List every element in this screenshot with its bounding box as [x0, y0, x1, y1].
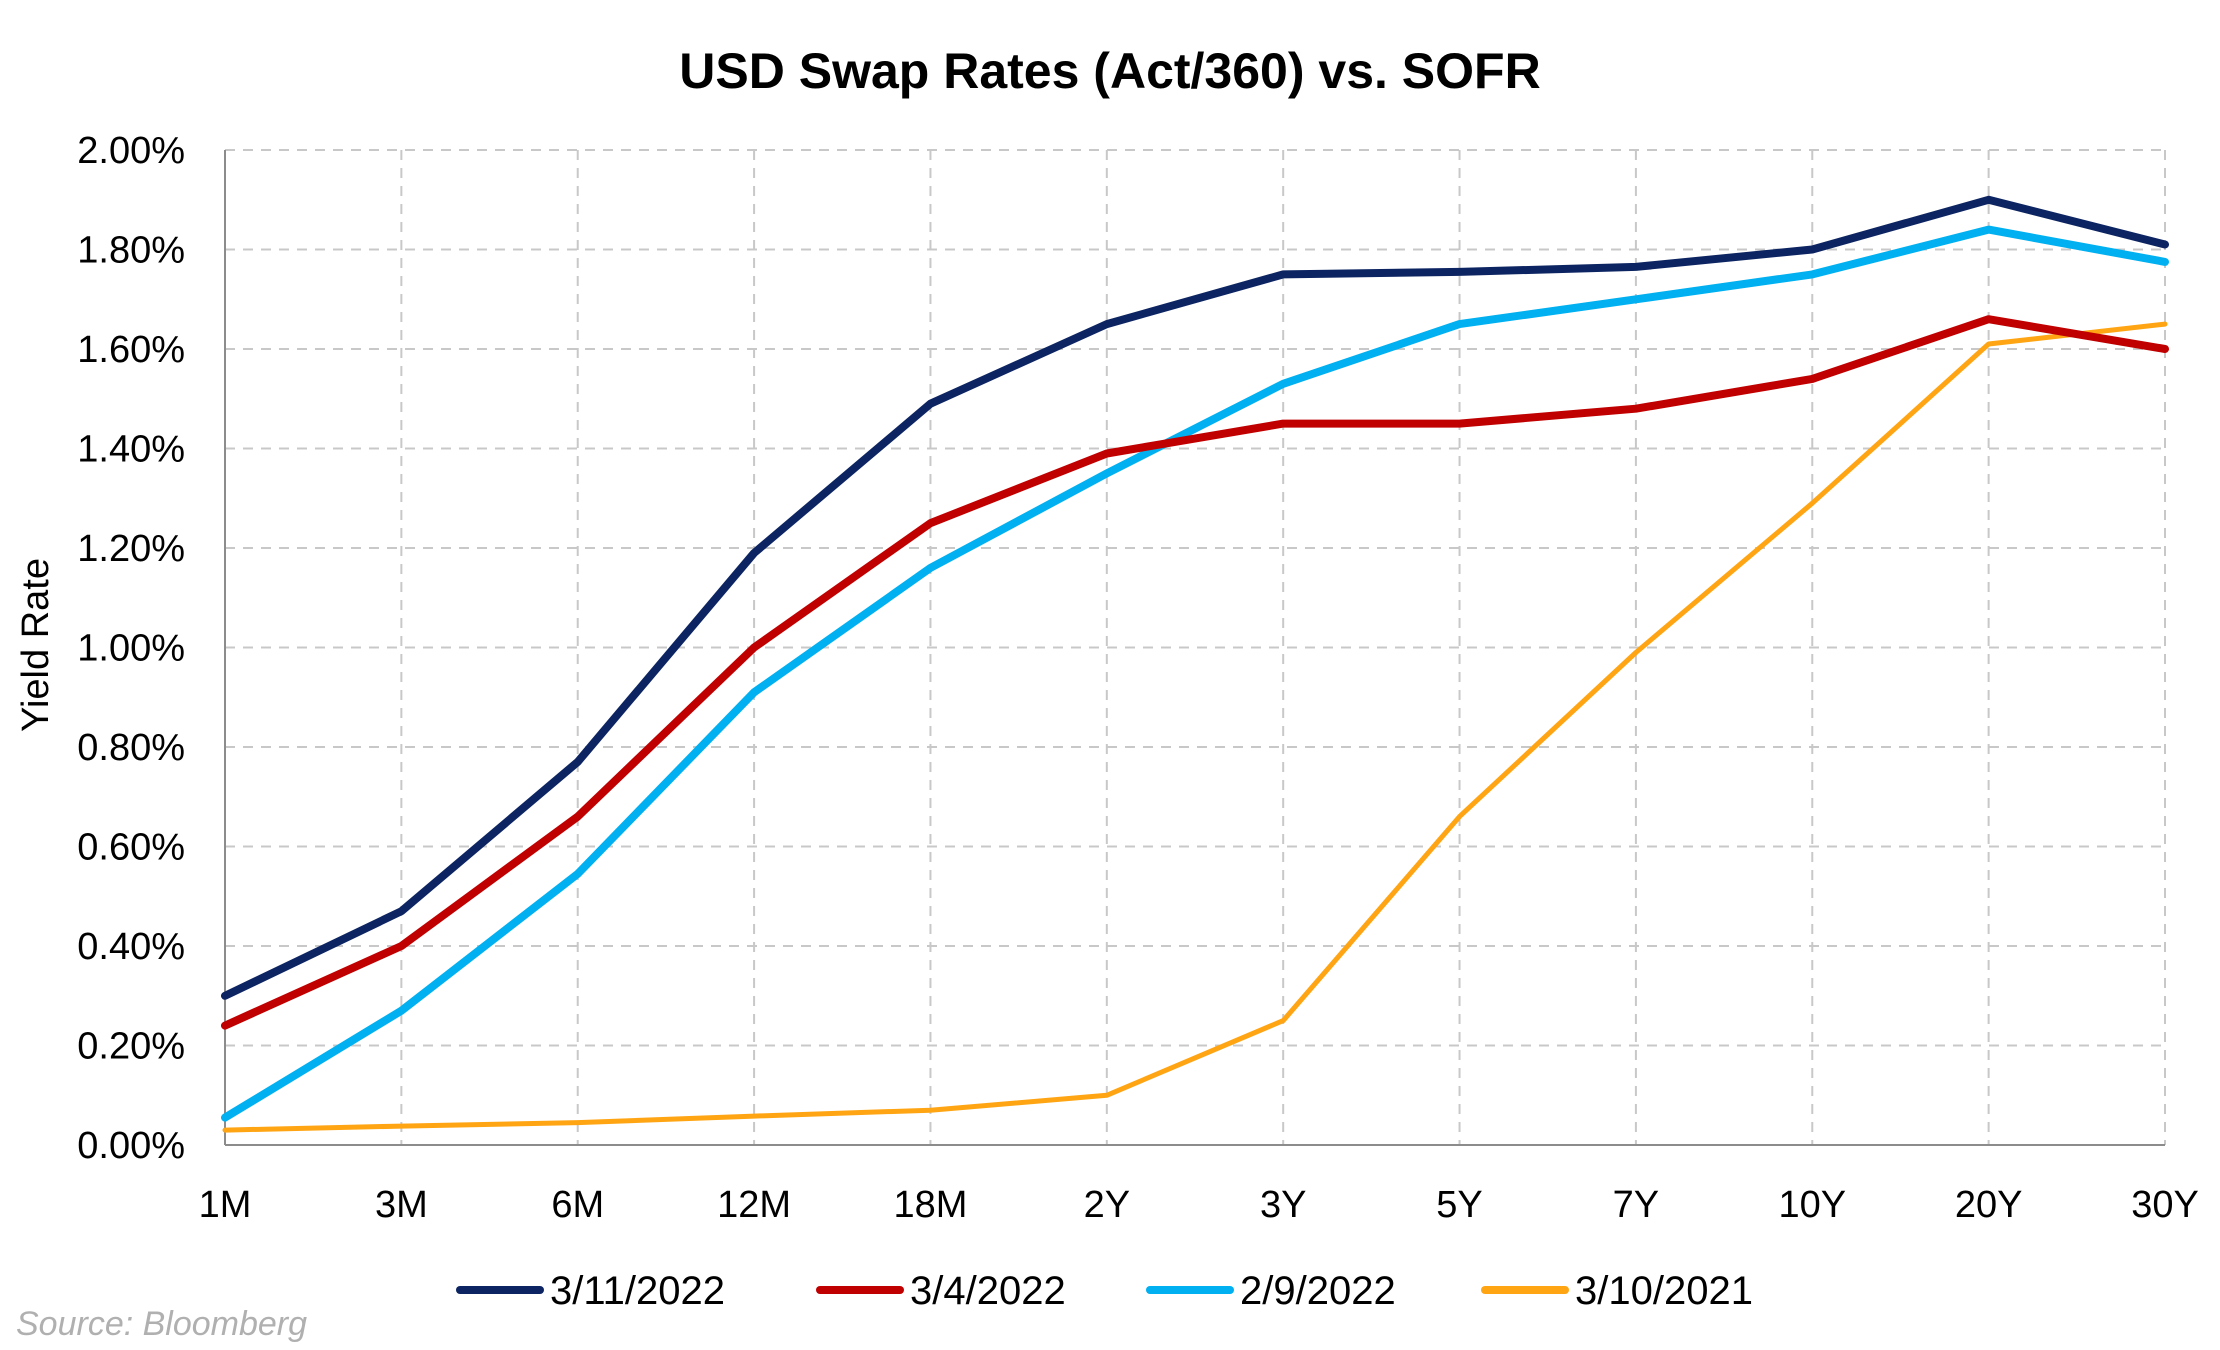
legend-item-3-11-2022: 3/11/2022 — [456, 1269, 725, 1313]
y-axis-tick-labels: 0.00% 0.20% 0.40% 0.60% 0.80% 1.00% 1.20% 1.40%… — [77, 130, 185, 1167]
legend-label: 3/11/2022 — [550, 1269, 725, 1313]
x-tick-label: 30Y — [2131, 1184, 2199, 1226]
series-line-2-9-2022 — [221, 225, 2169, 1122]
y-tick-label: 1.20% — [77, 528, 185, 570]
legend-label: 3/4/2022 — [910, 1269, 1066, 1313]
chart-title: USD Swap Rates (Act/360) vs. SOFR — [679, 43, 1540, 99]
series-line-3-4-2022 — [221, 315, 2169, 1030]
y-tick-label: 1.00% — [77, 628, 185, 670]
y-tick-label: 1.60% — [77, 329, 185, 371]
x-tick-label: 1M — [199, 1184, 252, 1226]
x-tick-label: 18M — [893, 1184, 967, 1226]
y-tick-label: 0.20% — [77, 1026, 185, 1068]
legend-label: 3/10/2021 — [1575, 1269, 1753, 1313]
y-tick-label: 2.00% — [77, 130, 185, 172]
x-tick-label: 3M — [375, 1184, 428, 1226]
x-tick-label: 5Y — [1436, 1184, 1482, 1226]
y-tick-label: 0.00% — [77, 1125, 185, 1167]
series-lines — [221, 195, 2169, 1133]
y-tick-label: 0.80% — [77, 727, 185, 769]
y-tick-label: 0.60% — [77, 827, 185, 869]
series-line-3-11-2022 — [221, 195, 2169, 1000]
legend-item-2-9-2022: 2/9/2022 — [1146, 1269, 1396, 1313]
y-tick-label: 1.40% — [77, 429, 185, 471]
series-line-3-10-2021 — [222, 321, 2168, 1133]
x-tick-label: 6M — [551, 1184, 604, 1226]
x-tick-label: 20Y — [1955, 1184, 2023, 1226]
y-tick-label: 0.40% — [77, 926, 185, 968]
axes — [224, 150, 2165, 1146]
legend-item-3-10-2021: 3/10/2021 — [1481, 1269, 1753, 1313]
source-note: Source: Bloomberg — [16, 1305, 307, 1343]
x-axis-tick-labels: 1M 3M 6M 12M 18M 2Y 3Y 5Y 7Y 10Y 20Y 30Y — [199, 1184, 2199, 1226]
x-tick-label: 10Y — [1778, 1184, 1846, 1226]
legend-label: 2/9/2022 — [1240, 1269, 1396, 1313]
y-tick-label: 1.80% — [77, 230, 185, 272]
y-axis-title: Yield Rate — [15, 558, 57, 732]
legend: 3/11/2022 3/4/2022 2/9/2022 3/10/2021 — [456, 1269, 1753, 1313]
x-tick-label: 12M — [717, 1184, 791, 1226]
x-tick-label: 2Y — [1084, 1184, 1130, 1226]
x-tick-label: 7Y — [1613, 1184, 1659, 1226]
x-tick-label: 3Y — [1260, 1184, 1306, 1226]
legend-item-3-4-2022: 3/4/2022 — [816, 1269, 1066, 1313]
